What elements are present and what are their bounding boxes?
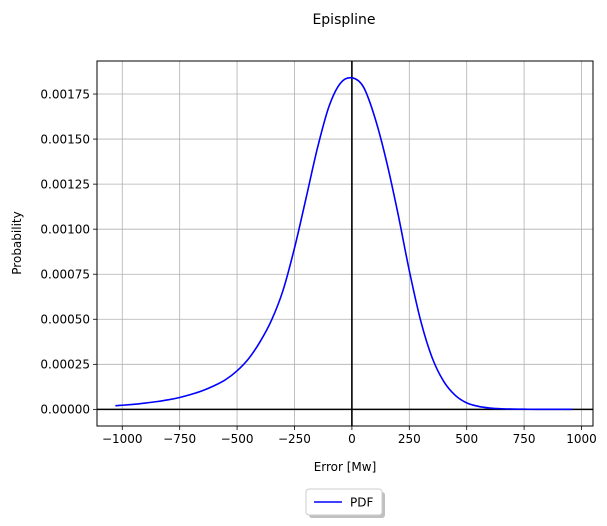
y-axis: 0.00000 0.00025 0.00050 0.00075 0.00100 0.001… — [40, 87, 97, 417]
x-tick-label: −1000 — [102, 432, 143, 446]
x-tick-label: 1000 — [566, 432, 597, 446]
chart-title: Epispline — [312, 12, 375, 28]
legend-label-pdf: PDF — [350, 496, 373, 510]
x-axis: −1000 −750 −500 −250 0 250 500 750 1000 — [102, 426, 597, 446]
y-tick-label: 0.00125 — [40, 177, 90, 191]
x-tick-label: −250 — [278, 432, 311, 446]
grid — [97, 61, 593, 426]
x-tick-label: 0 — [348, 432, 356, 446]
reference-lines — [97, 61, 593, 426]
x-tick-label: 750 — [513, 432, 536, 446]
legend: PDF — [305, 488, 385, 518]
legend-box — [305, 488, 383, 516]
series-line-pdf — [115, 76, 573, 411]
y-tick-label: 0.00175 — [40, 87, 90, 101]
y-tick-label: 0.00075 — [40, 268, 90, 282]
x-axis-title: Error [Mw] — [314, 460, 377, 474]
plot-frame — [96, 60, 594, 427]
y-axis-title: Probability — [10, 211, 24, 274]
y-tick-label: 0.00150 — [40, 132, 90, 146]
y-tick-label: 0.00100 — [40, 222, 90, 236]
y-tick-label: 0.00025 — [40, 358, 90, 372]
x-tick-label: 500 — [455, 432, 478, 446]
y-tick-label: 0.00000 — [40, 403, 90, 417]
x-tick-label: −500 — [221, 432, 254, 446]
x-tick-label: 250 — [398, 432, 421, 446]
y-tick-label: 0.00050 — [40, 313, 90, 327]
x-tick-label: −750 — [163, 432, 196, 446]
series-layer — [115, 76, 573, 411]
